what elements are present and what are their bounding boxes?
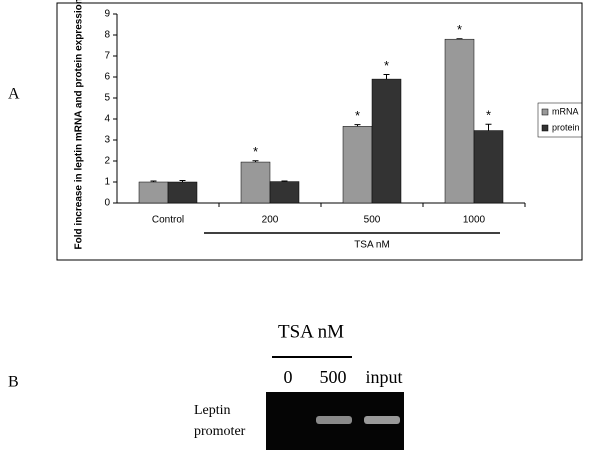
error-bar xyxy=(252,160,259,163)
legend-swatch xyxy=(541,108,549,116)
y-tick-label: 8 xyxy=(104,30,110,41)
group-label: TSA nM xyxy=(354,240,390,251)
plot: 0 1 2 3 4 5 6 7 8 9 Fold increase in leptin mRNA a… xyxy=(74,0,583,251)
bar xyxy=(240,161,271,204)
y-tick-label: 7 xyxy=(104,51,110,62)
bar xyxy=(444,38,475,204)
error-bar xyxy=(179,180,186,182)
legend-box xyxy=(537,102,583,138)
error-bar xyxy=(383,73,390,80)
error-bar xyxy=(281,180,288,182)
bar xyxy=(269,181,300,204)
significance-mark: * xyxy=(253,144,258,159)
bar xyxy=(167,181,198,204)
y-tick-label: 0 xyxy=(104,198,110,209)
panel-label: B xyxy=(8,374,19,391)
y-tick-label: 1 xyxy=(104,177,110,188)
bar xyxy=(473,130,504,204)
significance-mark: * xyxy=(355,108,360,123)
panel-label: A xyxy=(8,86,20,103)
error-bar xyxy=(354,124,361,127)
legend-label: mRNA xyxy=(552,106,579,116)
error-bar xyxy=(485,123,492,131)
legend-swatch xyxy=(541,124,549,132)
y-tick-label: 6 xyxy=(104,72,110,83)
significance-mark: * xyxy=(486,108,491,123)
y-tick-label: 5 xyxy=(104,93,110,104)
gel-band xyxy=(316,416,352,424)
gel-band xyxy=(364,416,400,424)
row-label: promoter xyxy=(194,424,246,439)
y-tick-label: 2 xyxy=(104,156,110,167)
bar xyxy=(342,126,373,204)
lane-label: input xyxy=(365,367,402,387)
legend-label: protein xyxy=(552,122,580,132)
bar xyxy=(371,78,402,204)
x-tick-label: Control xyxy=(152,215,184,226)
error-bar xyxy=(150,180,157,182)
x-tick-label: 500 xyxy=(364,215,381,226)
significance-mark: * xyxy=(384,58,389,73)
bar xyxy=(138,181,169,204)
significance-mark: * xyxy=(457,22,462,37)
x-tick-label: 200 xyxy=(262,215,279,226)
gel-title: TSA nM xyxy=(278,321,344,342)
lane-label: 0 xyxy=(284,367,293,387)
y-axis-label: Fold increase in leptin mRNA and protein… xyxy=(74,0,85,249)
y-tick-label: 4 xyxy=(104,114,110,125)
y-tick-label: 9 xyxy=(104,9,110,20)
row-label: Leptin xyxy=(194,403,231,418)
lane-label: 500 xyxy=(320,367,347,387)
x-tick-label: 1000 xyxy=(463,215,486,226)
y-tick-label: 3 xyxy=(104,135,110,146)
